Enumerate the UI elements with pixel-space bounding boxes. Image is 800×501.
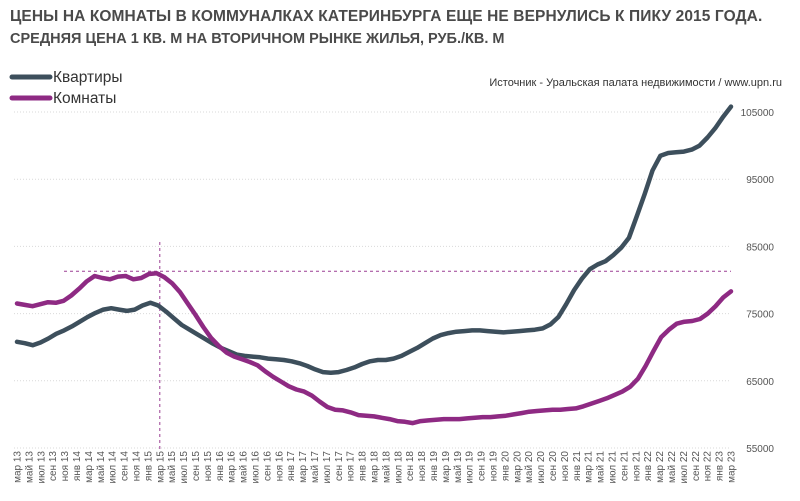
x-tick-label: мар 17	[298, 451, 309, 483]
x-tick-label: сен 13	[48, 451, 59, 481]
y-tick-label: 65000	[746, 377, 774, 388]
x-tick-label: ноя 14	[132, 451, 143, 482]
x-tick-label: янв 17	[286, 451, 297, 482]
x-tick-label: сен 19	[477, 451, 488, 481]
x-tick-label: сен 21	[619, 451, 630, 481]
chart-subtitle: СРЕДНЯЯ ЦЕНА 1 КВ. М НА ВТОРИЧНОМ РЫНКЕ …	[10, 31, 505, 47]
y-tick-label: 105000	[741, 108, 775, 119]
x-tick-label: июл 22	[679, 451, 690, 484]
x-tick-label: янв 20	[500, 451, 511, 482]
x-tick-label: июл 16	[251, 451, 262, 484]
x-tick-label: сен 14	[120, 451, 131, 481]
x-tick-label: мар 23	[727, 451, 738, 483]
x-tick-label: июл 21	[608, 451, 619, 484]
x-tick-label: май 14	[96, 451, 107, 483]
x-tick-label: июл 18	[393, 451, 404, 484]
x-tick-label: янв 21	[572, 451, 583, 482]
x-tick-label: ноя 22	[703, 451, 714, 482]
x-tick-label: май 20	[524, 451, 535, 483]
series-apartments-line	[14, 104, 734, 375]
x-tick-label: июл 17	[322, 451, 333, 484]
source-note: Источник - Уральская палата недвижимости…	[489, 77, 782, 89]
x-tick-label: июл 13	[36, 451, 47, 484]
y-tick-label: 55000	[746, 444, 774, 455]
x-tick-label: мар 15	[155, 451, 166, 483]
x-tick-label: янв 18	[358, 451, 369, 482]
x-tick-label: май 15	[167, 451, 178, 483]
legend-label-rooms: Комнаты	[53, 90, 116, 107]
x-tick-label: май 13	[24, 451, 35, 483]
x-tick-label: мар 14	[84, 451, 95, 483]
x-tick-label: мар 18	[370, 451, 381, 483]
series-rooms-line	[14, 271, 734, 426]
y-tick-label: 95000	[746, 175, 774, 186]
x-tick-label: янв 15	[143, 451, 154, 482]
x-tick-label: май 16	[239, 451, 250, 483]
x-tick-label: июл 20	[536, 451, 547, 484]
x-tick-label: ноя 16	[274, 451, 285, 482]
x-tick-label: янв 22	[643, 451, 654, 482]
x-tick-label: мар 19	[441, 451, 452, 483]
y-axis-ticks: 55000 65000 75000 85000 95000 105000	[741, 108, 775, 455]
x-axis-ticks: мар 13 май 13 июл 13 сен 13 ноя 13 янв 14 мар …	[13, 451, 738, 484]
x-tick-label: июл 14	[108, 451, 119, 484]
x-tick-label: июл 19	[465, 451, 476, 484]
x-tick-label: май 17	[310, 451, 321, 483]
x-tick-label: сен 16	[262, 451, 273, 481]
grid-lines	[14, 111, 731, 449]
chart-title: ЦЕНЫ НА КОМНАТЫ В КОММУНАЛКАХ КАТЕРИНБУР…	[10, 8, 763, 25]
x-tick-label: сен 18	[405, 451, 416, 481]
x-tick-label: май 18	[381, 451, 392, 483]
x-tick-label: май 22	[667, 451, 678, 483]
x-tick-label: май 21	[596, 451, 607, 483]
y-tick-label: 85000	[746, 242, 774, 253]
x-tick-label: ноя 20	[560, 451, 571, 482]
x-tick-label: май 19	[453, 451, 464, 483]
x-tick-label: янв 19	[429, 451, 440, 482]
x-tick-label: ноя 19	[489, 451, 500, 482]
x-tick-label: мар 22	[655, 451, 666, 483]
x-tick-label: мар 16	[227, 451, 238, 483]
x-tick-label: ноя 17	[346, 451, 357, 482]
legend-label-apartments: Квартиры	[53, 69, 123, 86]
x-tick-label: янв 16	[215, 451, 226, 482]
x-tick-label: ноя 21	[631, 451, 642, 482]
x-tick-label: мар 21	[584, 451, 595, 483]
series-lines	[14, 104, 734, 426]
x-tick-label: сен 15	[191, 451, 202, 481]
x-tick-label: янв 14	[72, 451, 83, 482]
x-tick-label: мар 20	[512, 451, 523, 483]
x-tick-label: сен 20	[548, 451, 559, 481]
x-tick-label: ноя 18	[417, 451, 428, 482]
x-tick-label: ноя 15	[203, 451, 214, 482]
legend: Квартиры Комнаты	[9, 69, 123, 107]
x-tick-label: ноя 13	[60, 451, 71, 482]
x-tick-label: сен 17	[334, 451, 345, 481]
y-tick-label: 75000	[746, 310, 774, 321]
x-tick-label: янв 23	[715, 451, 726, 482]
reference-lines	[64, 242, 731, 452]
x-tick-label: мар 13	[13, 451, 24, 483]
x-tick-label: июл 15	[179, 451, 190, 484]
x-tick-label: сен 22	[691, 451, 702, 481]
